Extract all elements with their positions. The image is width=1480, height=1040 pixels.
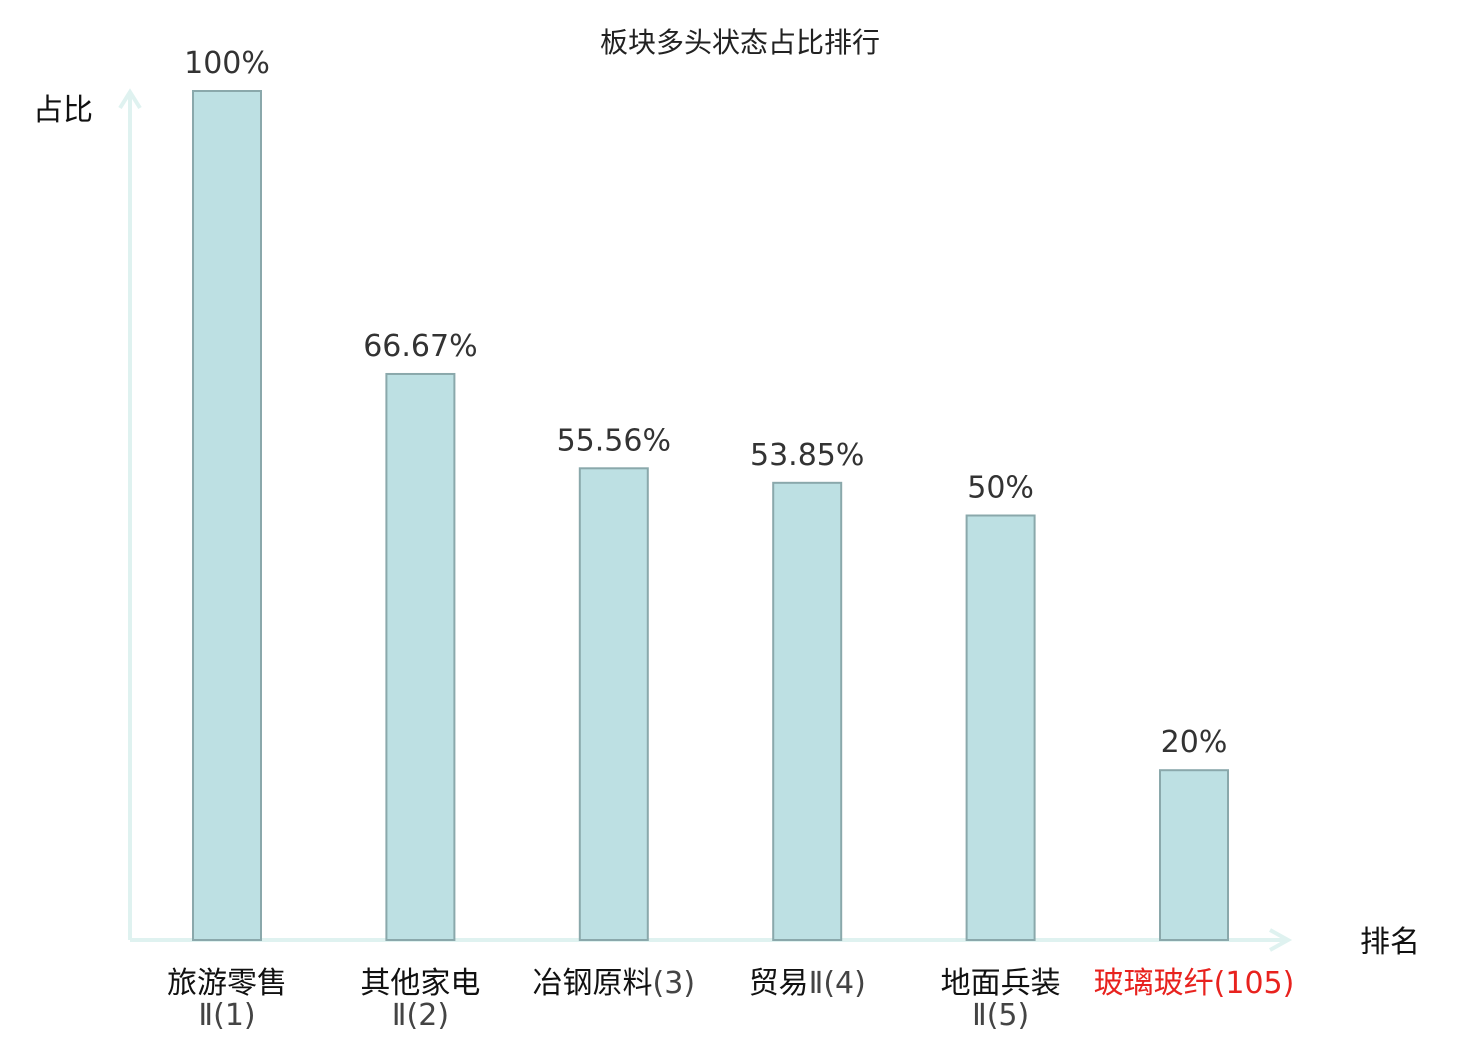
category-name: 冶钢原料: [533, 966, 653, 1001]
category-name: 贸易: [749, 966, 809, 1001]
chart-title: 板块多头状态占比排行: [600, 26, 880, 59]
y-axis: [118, 88, 142, 940]
x-axis: [130, 928, 1293, 952]
category-label: 其他家电: [360, 966, 480, 1001]
category-label: 旅游零售: [167, 966, 287, 1001]
category-rank: (1): [213, 998, 256, 1033]
bars-group: [192, 90, 1229, 942]
category-name: 地面兵装: [941, 966, 1061, 1001]
category-label-line2: Ⅱ(2): [392, 998, 449, 1033]
bar-value-label: 100%: [184, 46, 270, 81]
value-labels-group: 100% 66.67% 55.56% 53.85% 50% 20%: [184, 46, 1227, 760]
category-label-line2: Ⅱ(5): [972, 998, 1029, 1033]
category-suffix: Ⅱ: [198, 998, 213, 1033]
category-suffix: Ⅱ: [972, 998, 987, 1033]
category-label-line2: Ⅱ(1): [198, 998, 255, 1033]
category-label: 贸易Ⅱ(4): [749, 966, 866, 1001]
bar-value-label: 55.56%: [557, 423, 671, 458]
category-label: 地面兵装: [941, 966, 1061, 1001]
x-axis-arrow: [1269, 928, 1293, 952]
bar: [965, 514, 1036, 941]
y-axis-label: 占比: [33, 93, 93, 128]
bar: [192, 90, 262, 941]
category-suffix: Ⅱ: [809, 966, 824, 1001]
bar: [1159, 769, 1229, 942]
category-label: 玻璃玻纤(105): [1094, 966, 1295, 1001]
x-axis-label: 排名: [1360, 925, 1420, 960]
category-rank: (105): [1214, 966, 1295, 1001]
category-name: 玻璃玻纤: [1094, 966, 1214, 1001]
bar-value-label: 50%: [967, 471, 1034, 506]
bar: [578, 467, 649, 941]
category-name: 其他家电: [360, 966, 480, 1001]
category-label: 冶钢原料(3): [533, 966, 696, 1001]
bar: [772, 481, 843, 941]
bar-value-label: 20%: [1161, 725, 1228, 760]
category-name: 旅游零售: [167, 966, 287, 1001]
bar: [385, 372, 456, 942]
bar-value-label: 66.67%: [363, 329, 477, 364]
y-axis-arrow: [118, 88, 142, 110]
category-rank: (4): [823, 966, 866, 1001]
category-rank: (2): [407, 998, 450, 1033]
category-rank: (3): [653, 966, 696, 1001]
bar-value-label: 53.85%: [750, 438, 864, 473]
category-rank: (5): [987, 998, 1030, 1033]
category-suffix: Ⅱ: [392, 998, 407, 1033]
